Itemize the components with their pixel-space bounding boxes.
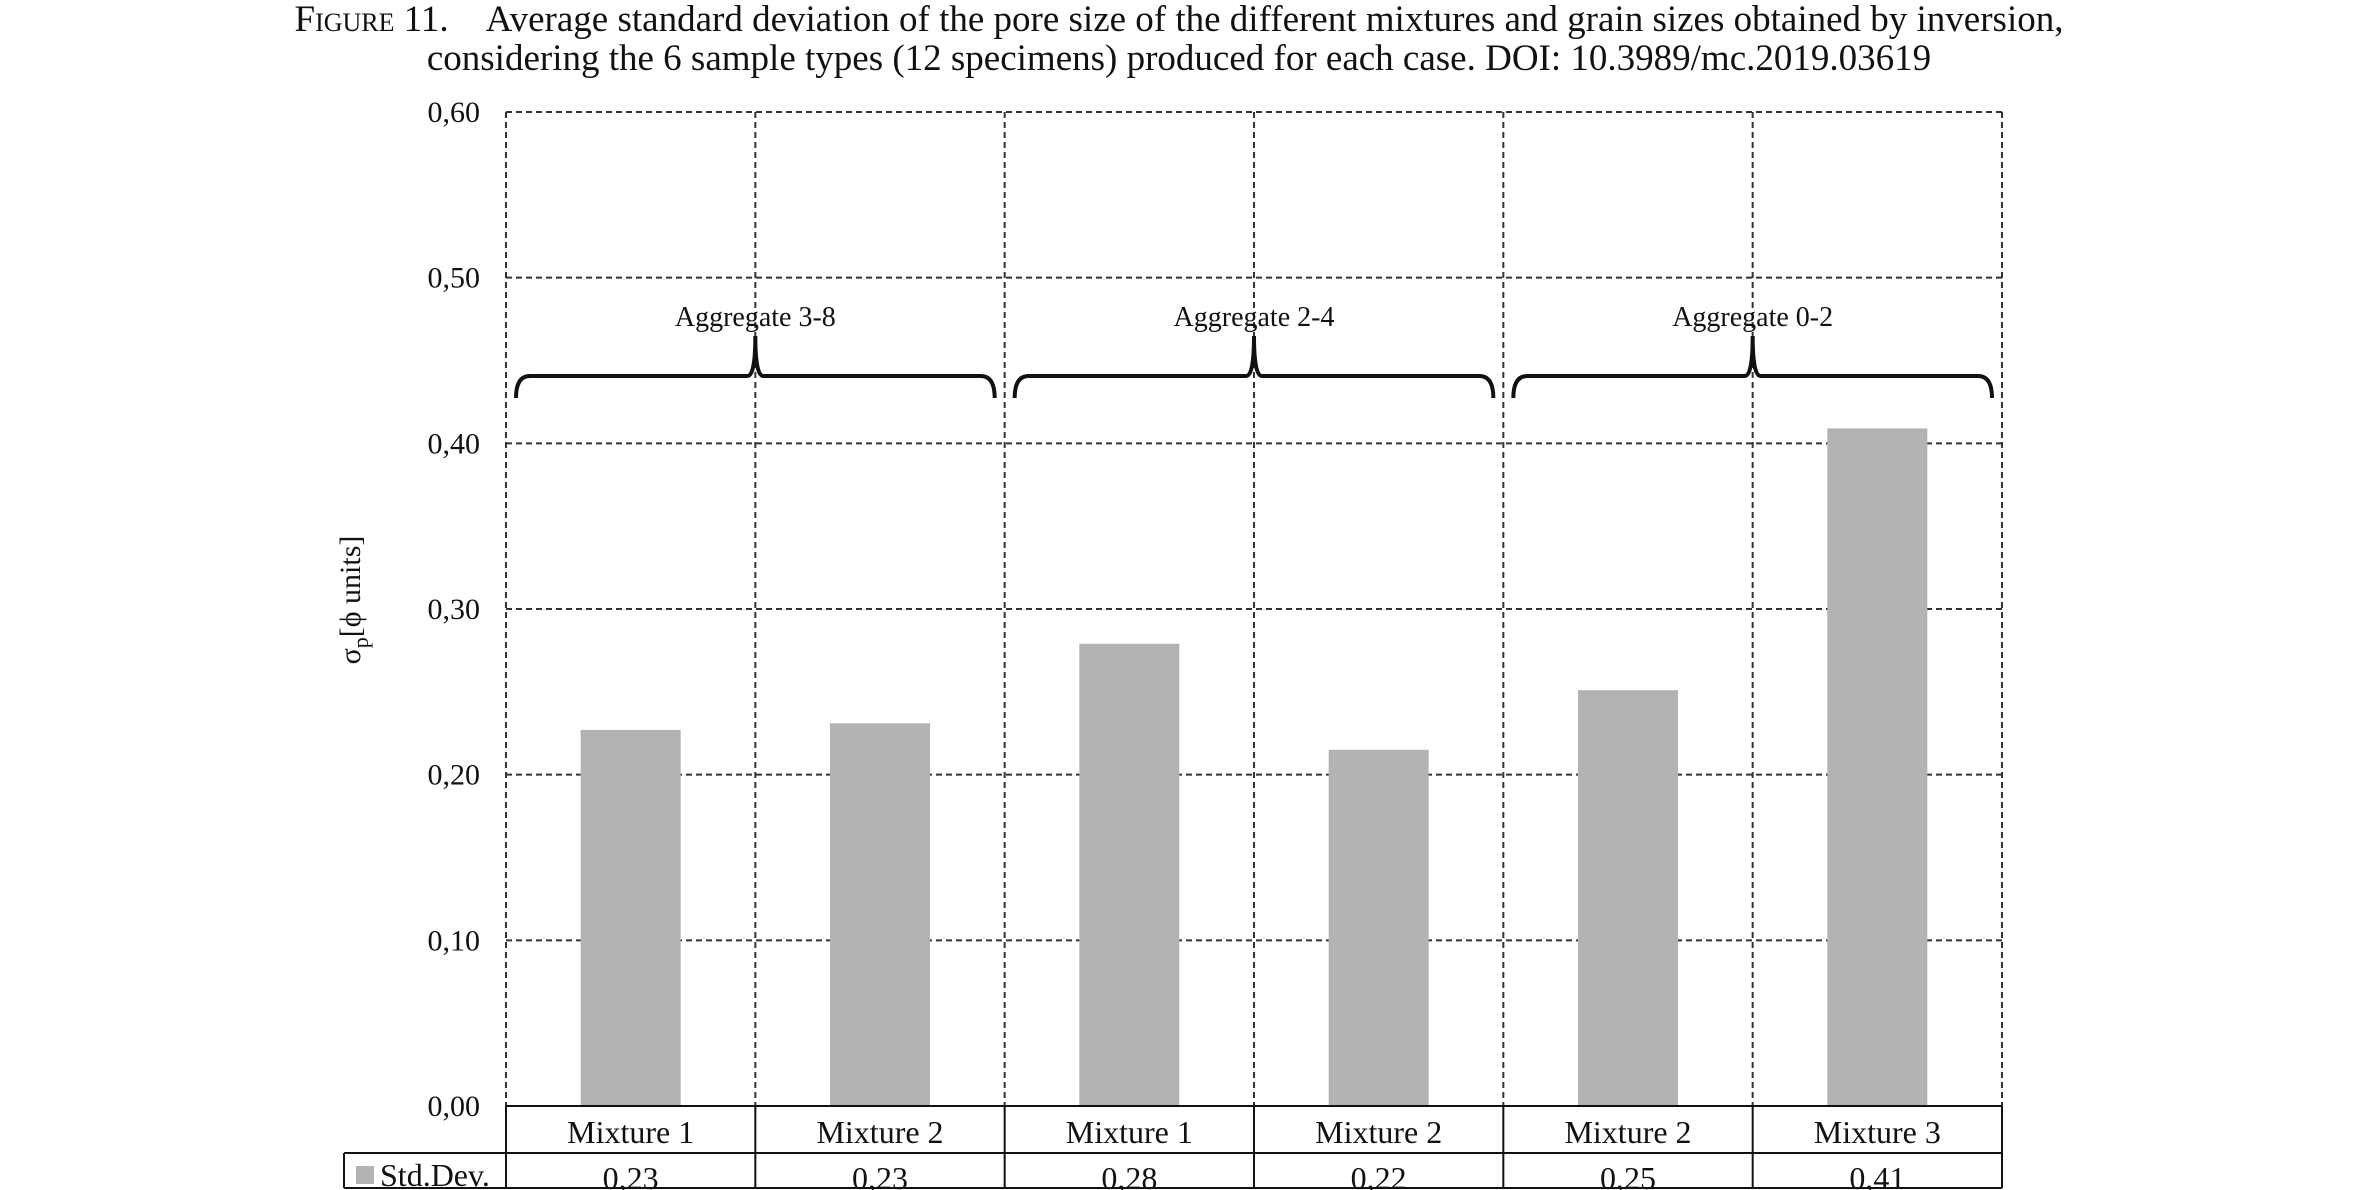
data-label: 0,22	[1351, 1160, 1407, 1190]
x-category-label: Mixture 2	[1315, 1114, 1442, 1150]
bar	[1578, 690, 1678, 1106]
y-tick-label: 0,00	[428, 1090, 481, 1123]
gridlines	[505, 111, 2003, 1106]
bar	[830, 723, 930, 1106]
group-bracket	[1511, 335, 1994, 399]
data-label: 0,23	[852, 1160, 908, 1190]
group-label: Aggregate 2-4	[1174, 302, 1335, 333]
y-axis-label: σp[ϕ units]	[334, 536, 373, 665]
figure-caption: Figure 11. Average standard deviation of…	[0, 0, 2358, 78]
data-label: 0,25	[1600, 1160, 1656, 1190]
y-tick-label: 0,20	[428, 759, 481, 792]
x-category-label: Mixture 1	[1066, 1114, 1193, 1150]
group-label: Aggregate 0-2	[1672, 302, 1833, 333]
caption-text: Average standard deviation of the pore s…	[485, 0, 2064, 40]
group-label: Aggregate 3-8	[675, 302, 836, 333]
legend-swatch	[356, 1166, 374, 1184]
y-axis: 0,00 0,10 0,20 0,30 0,40 0,50 0,60	[428, 96, 481, 1123]
data-label: 0,41	[1849, 1160, 1905, 1190]
legend-series-name: Std.Dev.	[380, 1157, 490, 1190]
bars	[580, 428, 1928, 1106]
group-bracket	[1012, 335, 1496, 399]
y-tick-label: 0,10	[428, 924, 481, 957]
x-category-label: Mixture 2	[1564, 1114, 1691, 1150]
bar	[580, 729, 681, 1106]
bar	[1827, 428, 1928, 1106]
x-category-label: Mixture 1	[567, 1114, 694, 1150]
y-tick-label: 0,40	[428, 427, 481, 460]
y-tick-label: 0,60	[428, 96, 481, 129]
caption-line-2: considering the 6 sample types (12 speci…	[426, 38, 1932, 79]
data-label: 0,23	[603, 1160, 659, 1190]
group-bracket	[514, 335, 997, 399]
y-tick-label: 0,30	[428, 593, 481, 626]
x-category-label: Mixture 3	[1814, 1114, 1941, 1150]
caption-line-1: Figure 11. Average standard deviation of…	[0, 0, 2358, 39]
data-table: Mixture 1 0,23 Mixture 2 0,23 Mixture 1 0,28 M…	[343, 1105, 2003, 1190]
bar	[1328, 749, 1429, 1106]
bar	[1079, 643, 1180, 1106]
group-brackets: Aggregate 3-8 Aggregate 2-4 Aggregate 0-2	[514, 302, 1994, 399]
caption-label: Figure 11.	[294, 0, 449, 40]
data-label: 0,28	[1101, 1160, 1157, 1190]
y-tick-label: 0,50	[428, 262, 481, 295]
x-category-label: Mixture 2	[816, 1114, 943, 1150]
